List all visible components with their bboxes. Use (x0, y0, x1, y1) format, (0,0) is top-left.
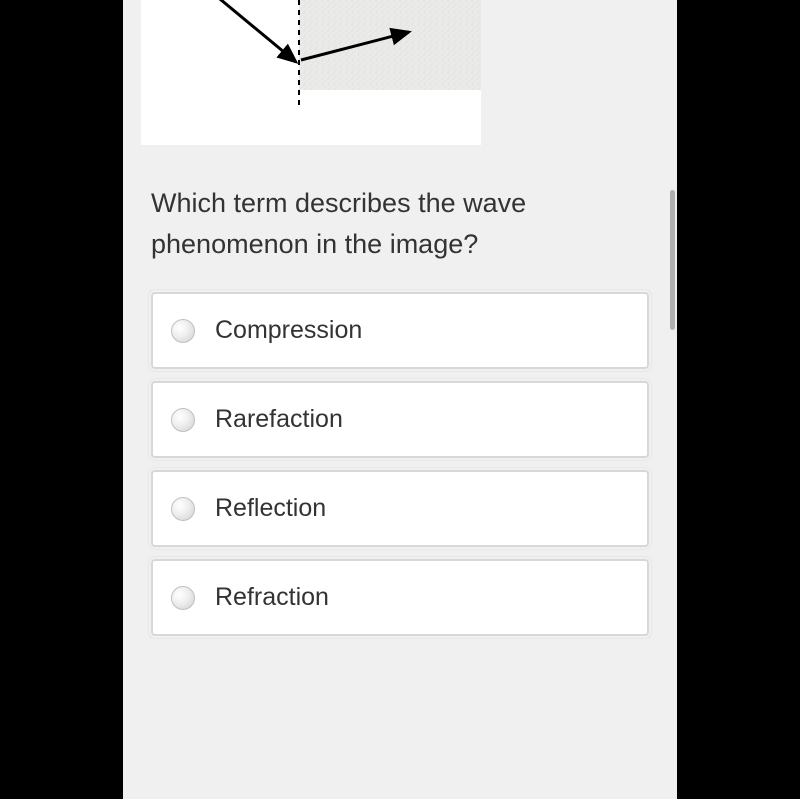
medium-rect (299, 0, 481, 90)
question-text: Which term describes the wave phenomenon… (151, 183, 649, 264)
option-compression[interactable]: Compression (151, 292, 649, 369)
quiz-panel: Which term describes the wave phenomenon… (123, 0, 677, 799)
option-refraction[interactable]: Refraction (151, 559, 649, 636)
option-rarefaction[interactable]: Rarefaction (151, 381, 649, 458)
diagram-svg (141, 0, 481, 145)
option-reflection[interactable]: Reflection (151, 470, 649, 547)
radio-icon (171, 319, 195, 343)
option-label: Refraction (215, 583, 329, 612)
option-label: Compression (215, 316, 362, 345)
options-list: Compression Rarefaction Reflection Refra… (151, 292, 649, 636)
radio-icon (171, 408, 195, 432)
incident-ray (191, 0, 296, 62)
wave-diagram (141, 0, 481, 145)
radio-icon (171, 586, 195, 610)
scrollbar-thumb[interactable] (670, 190, 675, 330)
option-label: Rarefaction (215, 405, 343, 434)
radio-icon (171, 497, 195, 521)
option-label: Reflection (215, 494, 326, 523)
